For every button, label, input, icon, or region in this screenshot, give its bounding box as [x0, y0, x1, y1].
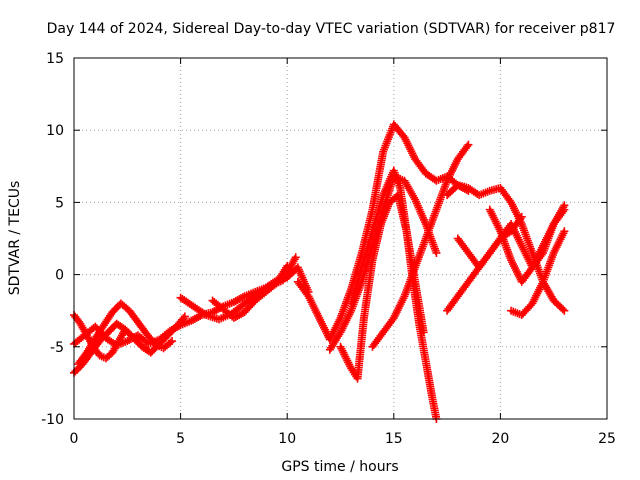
data-point — [121, 325, 130, 334]
x-axis-title: GPS time / hours — [281, 459, 398, 475]
data-series-track-p — [507, 227, 569, 320]
x-tick-label: 0 — [70, 431, 79, 447]
y-axis-tick-labels: -10 -5 0 5 10 15 — [41, 51, 64, 428]
x-tick-label: 15 — [385, 431, 403, 447]
plot-frame — [73, 57, 608, 420]
data-series-track-g — [293, 120, 473, 344]
data-point — [560, 201, 569, 210]
data-point — [560, 227, 569, 236]
chart-title: Day 144 of 2024, Sidereal Day-to-day VTE… — [47, 21, 616, 37]
y-tick-label: -5 — [50, 340, 64, 356]
data-point — [432, 248, 441, 257]
y-tick-label: -10 — [41, 412, 64, 428]
y-axis-title: SDTVAR / TECUs — [7, 181, 23, 296]
axis-ticks — [73, 57, 608, 420]
x-tick-label: 10 — [278, 431, 296, 447]
data-point — [560, 306, 569, 315]
data-point — [168, 337, 177, 346]
y-tick-label: 5 — [55, 195, 64, 211]
data-series-track-f — [208, 261, 292, 322]
data-point — [180, 312, 189, 321]
x-tick-label: 25 — [598, 431, 616, 447]
data-series-track-c — [70, 311, 130, 363]
y-tick-label: 0 — [55, 268, 64, 284]
data-point — [517, 212, 526, 221]
data-series-track-k — [368, 140, 473, 351]
data-point — [283, 261, 292, 270]
y-tick-label: 10 — [46, 123, 64, 139]
y-tick-label: 15 — [46, 51, 64, 67]
x-axis-tick-labels: 0 5 10 15 20 25 — [70, 431, 616, 447]
x-tick-label: 5 — [176, 431, 185, 447]
data-point — [291, 253, 300, 262]
data-series-track-o — [485, 201, 569, 286]
data-point — [464, 140, 473, 149]
data-series-layer — [70, 120, 569, 423]
data-series-track-d — [74, 299, 177, 369]
data-point — [419, 328, 428, 337]
x-tick-label: 20 — [491, 431, 509, 447]
